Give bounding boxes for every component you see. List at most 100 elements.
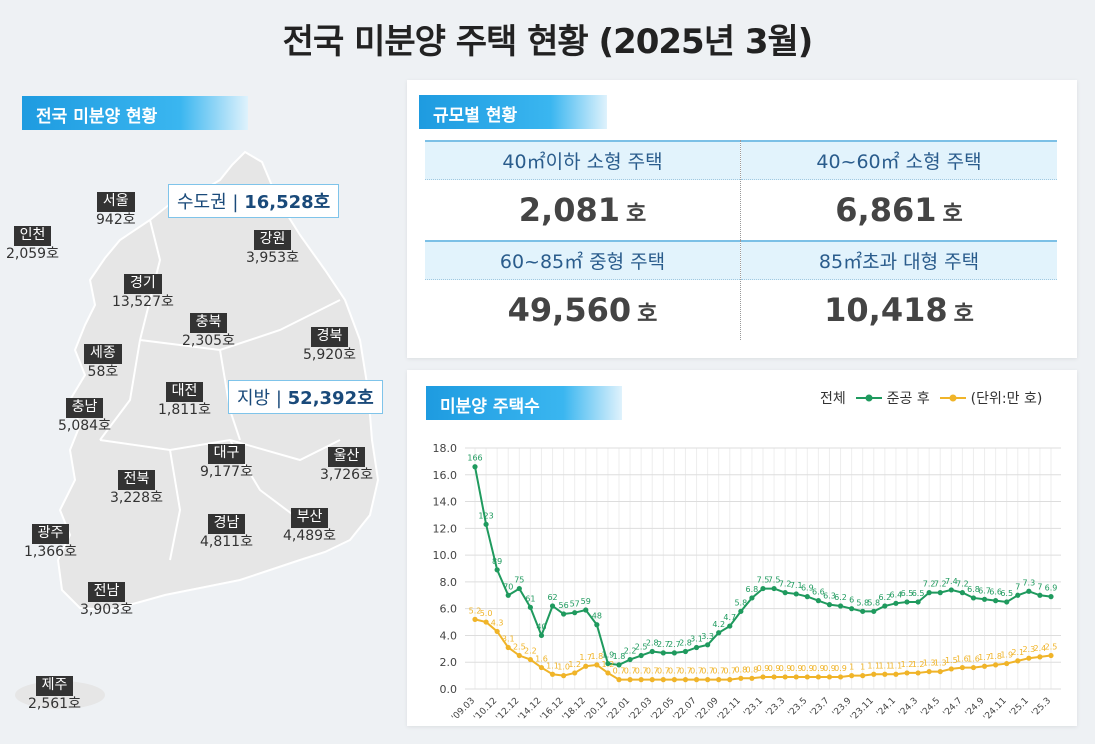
series-completed-data-label: 1.0 bbox=[557, 663, 570, 672]
series-completed-data-label: 0.7 bbox=[701, 667, 714, 676]
region-name: 광주 bbox=[31, 524, 70, 544]
region-value: 9,177호 bbox=[200, 463, 253, 480]
series-total-point bbox=[1026, 588, 1032, 594]
series-total-data-label: 6.8 bbox=[967, 585, 980, 594]
region-name: 울산 bbox=[327, 447, 366, 467]
size-grid: 40㎡이하 소형 주택 2,081 호 40~60㎡ 소형 주택 6,861 호 6… bbox=[425, 140, 1057, 340]
x-tick-label: '23.1 bbox=[742, 696, 765, 719]
series-completed-point bbox=[915, 670, 921, 676]
series-total-point bbox=[804, 594, 810, 600]
series-completed-data-label: 0.7 bbox=[668, 667, 681, 676]
series-total-point bbox=[572, 610, 578, 616]
series-total-point bbox=[494, 567, 500, 573]
series-completed-point bbox=[516, 652, 522, 659]
series-total-data-label: 166 bbox=[467, 454, 482, 463]
series-completed-point bbox=[671, 677, 677, 683]
legend-completed-label: 준공 후 bbox=[886, 391, 930, 407]
series-total-point bbox=[893, 600, 899, 606]
series-completed-data-label: 0.7 bbox=[657, 667, 670, 676]
series-total-point bbox=[815, 598, 821, 604]
series-completed-point bbox=[882, 671, 888, 677]
series-completed-point bbox=[627, 677, 633, 683]
series-total-point bbox=[1015, 592, 1021, 598]
series-completed-data-label: 0.9 bbox=[823, 664, 836, 673]
series-completed-data-label: 1.2 bbox=[912, 660, 925, 669]
region-gyeongnam: 경남 4,811호 bbox=[200, 514, 253, 551]
series-completed-data-label: 1.1 bbox=[890, 661, 903, 670]
series-total-point bbox=[926, 590, 932, 596]
korea-map bbox=[0, 140, 400, 740]
series-completed-point bbox=[727, 677, 733, 683]
region-name: 강원 bbox=[253, 230, 292, 250]
series-total-data-label: 6.2 bbox=[834, 593, 847, 602]
region-value: 1,366호 bbox=[24, 543, 77, 560]
region-gyeonggi: 경기 13,527호 bbox=[112, 274, 174, 311]
series-total-point bbox=[849, 606, 855, 612]
series-completed-data-label: 0.7 bbox=[646, 667, 659, 676]
region-name: 충북 bbox=[189, 313, 228, 333]
series-completed-point bbox=[638, 677, 644, 683]
region-name: 제주 bbox=[35, 676, 74, 696]
series-total-point bbox=[682, 648, 689, 655]
series-completed-point bbox=[505, 644, 511, 651]
map-section-title: 전국 미분양 현황 bbox=[22, 96, 248, 130]
y-tick-label: 12.0 bbox=[433, 522, 458, 535]
series-total-data-label: 7.2 bbox=[923, 580, 936, 589]
region-value: 3,903호 bbox=[80, 601, 133, 618]
series-total-data-label: 7.2 bbox=[934, 580, 947, 589]
series-completed-data-label: 2.5 bbox=[513, 643, 526, 652]
series-total-point bbox=[782, 590, 788, 596]
series-completed-point bbox=[970, 664, 977, 671]
series-total-data-label: 5.8 bbox=[856, 598, 869, 607]
region-gwangju: 광주 1,366호 bbox=[24, 524, 77, 561]
series-completed-point bbox=[1004, 660, 1010, 667]
region-daegu: 대구 9,177호 bbox=[200, 444, 253, 481]
region-value: 4,811호 bbox=[200, 533, 253, 550]
series-completed-data-label: 4.3 bbox=[491, 618, 504, 627]
series-total-data-label: 2.8 bbox=[679, 639, 692, 648]
region-busan: 부산 4,489호 bbox=[283, 508, 336, 545]
series-total-point bbox=[627, 656, 633, 663]
series-total-point bbox=[505, 592, 511, 598]
size-cell-value: 2,081 bbox=[518, 191, 620, 229]
region-name: 부산 bbox=[290, 508, 329, 528]
series-total-point bbox=[1004, 599, 1010, 605]
region-value: 942호 bbox=[96, 211, 136, 228]
line-chart: 0.02.04.06.08.010.012.014.016.018.0'09.0… bbox=[433, 442, 1061, 720]
region-incheon: 인천 2,059호 bbox=[6, 226, 59, 263]
series-total-point bbox=[616, 662, 622, 668]
size-cell-label: 85㎡초과 대형 주택 bbox=[741, 240, 1057, 280]
series-completed-data-label: 0.9 bbox=[790, 664, 803, 673]
series-total-data-label: 89 bbox=[492, 557, 502, 566]
series-total-data-label: 6.6 bbox=[989, 588, 1002, 597]
series-total-data-label: 6.8 bbox=[746, 585, 759, 594]
series-completed-data-label: 5.0 bbox=[480, 609, 493, 618]
size-cell-value-wrap: 10,418 호 bbox=[741, 280, 1057, 340]
region-name: 충남 bbox=[65, 398, 104, 418]
series-total-point bbox=[771, 585, 777, 592]
x-tick-label: '23.3 bbox=[764, 696, 787, 719]
series-total-point bbox=[583, 607, 589, 613]
series-completed-point bbox=[616, 677, 622, 683]
size-cell: 40㎡이하 소형 주택 2,081 호 bbox=[425, 140, 741, 240]
series-total-point bbox=[705, 642, 711, 648]
series-completed-data-label: 1.1 bbox=[546, 661, 559, 670]
series-total-point bbox=[483, 521, 489, 527]
region-chungnam: 충남 5,084호 bbox=[58, 398, 111, 435]
size-cell: 85㎡초과 대형 주택 10,418 호 bbox=[741, 240, 1057, 340]
series-total-data-label: 6.2 bbox=[878, 593, 891, 602]
series-total-point bbox=[671, 650, 677, 656]
series-total-point bbox=[660, 650, 666, 656]
series-completed-point bbox=[771, 674, 777, 680]
region-name: 경남 bbox=[207, 514, 246, 534]
legend-total-swatch bbox=[856, 394, 883, 402]
series-total-point bbox=[749, 595, 755, 601]
region-jeonnam: 전남 3,903호 bbox=[80, 582, 133, 619]
series-total-point bbox=[1037, 592, 1043, 598]
series-completed-point bbox=[760, 674, 766, 680]
series-completed-data-label: 0.7 bbox=[624, 667, 637, 676]
region-seoul: 서울 942호 bbox=[96, 192, 136, 229]
size-cell-unit: 호 bbox=[637, 302, 658, 327]
series-total-data-label: 7.1 bbox=[790, 581, 803, 590]
series-total-data-label: 5.8 bbox=[734, 598, 747, 607]
